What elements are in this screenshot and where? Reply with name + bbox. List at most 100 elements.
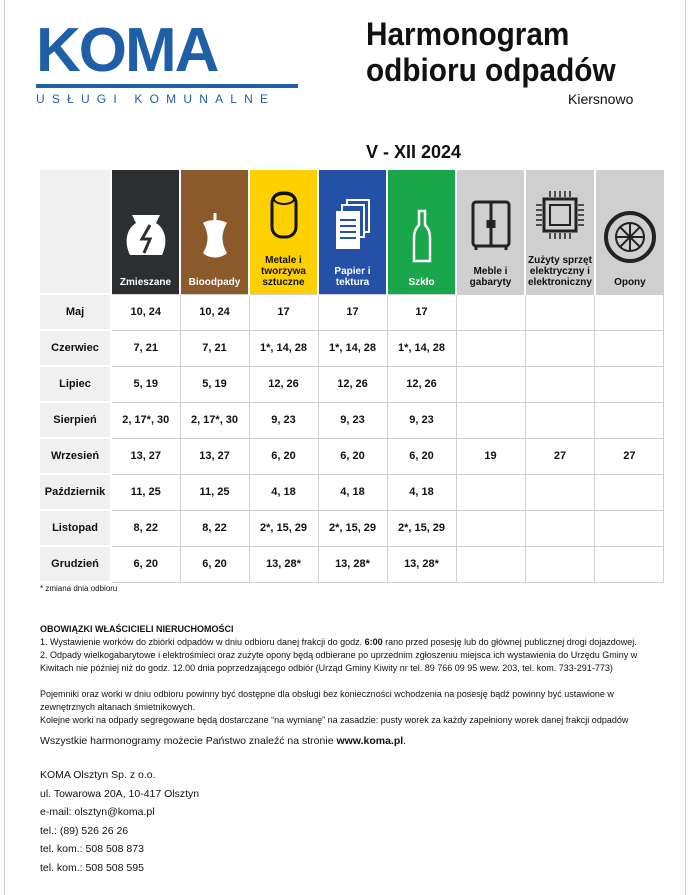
pickup-dates: 17 xyxy=(386,293,457,331)
pickup-dates: 13, 28* xyxy=(386,545,457,583)
chip-icon xyxy=(535,190,584,239)
pickup-dates xyxy=(455,401,526,439)
pickup-dates: 2, 17*, 30 xyxy=(110,401,181,439)
column-header: Opony xyxy=(593,170,664,294)
pickup-dates: 10, 24 xyxy=(179,293,250,331)
pickup-dates xyxy=(455,365,526,403)
pickup-dates: 11, 25 xyxy=(179,473,250,511)
contact-line: tel. kom.: 508 508 873 xyxy=(40,843,144,855)
pickup-dates: 2, 17*, 30 xyxy=(179,401,250,439)
table-row: Maj 10, 24 10, 24 17 17 17 xyxy=(38,293,665,331)
pickup-dates: 17 xyxy=(248,293,319,331)
column-header: Zużyty sprzęt elektryczny i elektroniczn… xyxy=(524,170,595,294)
pickup-dates xyxy=(594,401,665,439)
pickup-dates: 13, 28* xyxy=(317,545,388,583)
documents-icon xyxy=(335,198,370,249)
pickup-dates: 11, 25 xyxy=(110,473,181,511)
website-note: Wszystkie harmonogramy możecie Państwo z… xyxy=(40,735,407,747)
contact-line: ul. Towarowa 20A, 10-417 Olsztyn xyxy=(40,787,200,800)
month-label: Listopad xyxy=(38,509,112,547)
pickup-dates xyxy=(455,545,526,583)
pickup-dates xyxy=(594,293,665,331)
corner-cell xyxy=(38,170,111,294)
title-line-2: odbioru odpadów xyxy=(366,52,616,88)
contact-line: KOMA Olsztyn Sp. z o.o. xyxy=(40,769,156,781)
pickup-dates: 6, 20 xyxy=(110,545,181,583)
location: Kiersnowo xyxy=(568,91,634,107)
pickup-dates xyxy=(524,401,596,439)
pickup-dates xyxy=(455,329,526,367)
month-label: Sierpień xyxy=(38,401,112,439)
column-header: Zmieszane xyxy=(110,170,180,294)
pickup-dates: 27 xyxy=(594,437,665,475)
pickup-dates xyxy=(524,293,596,331)
info-p1: 1. Wystawienie worków do zbiórki odpadów… xyxy=(40,637,637,647)
website-link[interactable]: www.koma.pl xyxy=(336,735,404,747)
pickup-dates: 2*, 15, 29 xyxy=(386,509,457,547)
pickup-dates xyxy=(524,329,596,367)
pickup-dates: 19 xyxy=(455,437,526,475)
pickup-dates: 1*, 14, 28 xyxy=(248,329,319,367)
pickup-dates: 2*, 15, 29 xyxy=(317,509,388,547)
table-row: Sierpień 2, 17*, 30 2, 17*, 30 9, 23 9, 23 9,… xyxy=(38,401,665,439)
column-label: Zmieszane xyxy=(119,276,172,288)
pickup-dates: 1*, 14, 28 xyxy=(317,329,388,367)
pickup-dates xyxy=(594,545,665,583)
pickup-dates xyxy=(455,473,526,511)
pickup-dates: 7, 21 xyxy=(110,329,181,367)
table-row: Listopad 8, 22 8, 22 2*, 15, 29 2*, 15, 29 2*… xyxy=(38,509,665,547)
month-label: Wrzesień xyxy=(38,437,112,475)
pickup-dates xyxy=(594,473,665,511)
month-label: Maj xyxy=(38,293,112,331)
month-label: Październik xyxy=(38,473,112,511)
column-label: Bioodpady xyxy=(188,276,241,288)
title-line-1: Harmonogram xyxy=(366,16,570,52)
month-label: Grudzień xyxy=(38,545,112,583)
pickup-dates xyxy=(524,473,596,511)
tire-icon xyxy=(603,210,656,263)
contact-line: e-mail: olsztyn@koma.pl xyxy=(40,806,155,818)
pickup-dates: 6, 20 xyxy=(179,545,250,583)
pickup-dates: 10, 24 xyxy=(110,293,181,331)
logo-bar xyxy=(36,84,298,88)
pickup-dates xyxy=(455,293,526,331)
pickup-dates: 17 xyxy=(317,293,388,331)
contact-line: tel.: (89) 526 26 26 xyxy=(40,824,129,837)
column-label: Metale i tworzywa sztuczne xyxy=(260,254,306,288)
pickup-dates: 1*, 14, 28 xyxy=(386,329,457,367)
pickup-dates xyxy=(455,509,526,547)
info-p4: Kolejne worki na odpady segregowane będą… xyxy=(40,715,629,725)
pickup-dates: 6, 20 xyxy=(248,437,319,475)
pickup-dates: 4, 18 xyxy=(386,473,457,511)
broken-jar-icon xyxy=(126,214,165,255)
column-header: Metale i tworzywa sztuczne xyxy=(248,170,318,294)
pickup-dates: 2*, 15, 29 xyxy=(248,509,319,547)
info-p2: 2. Odpady wielkogabarytowe i elektrośmie… xyxy=(40,650,638,673)
apple-core-icon xyxy=(202,212,227,257)
table-row: Czerwiec 7, 21 7, 21 1*, 14, 28 1*, 14, 28 1*… xyxy=(38,329,665,367)
pickup-dates: 12, 26 xyxy=(386,365,457,403)
pickup-dates: 13, 27 xyxy=(110,437,181,475)
pickup-dates: 12, 26 xyxy=(317,365,388,403)
bottle-icon xyxy=(412,209,431,262)
pickup-dates: 27 xyxy=(524,437,596,475)
info-p3: Pojemniki oraz worki w dniu odbioru powi… xyxy=(40,689,614,712)
column-header: Meble i gabaryty xyxy=(455,170,525,294)
pickup-dates: 6, 20 xyxy=(317,437,388,475)
pickup-dates: 6, 20 xyxy=(386,437,457,475)
column-header: Bioodpady xyxy=(179,170,249,294)
pickup-dates: 9, 23 xyxy=(386,401,457,439)
pickup-dates: 7, 21 xyxy=(179,329,250,367)
table-row: Grudzień 6, 20 6, 20 13, 28* 13, 28* 13, 28* xyxy=(38,545,665,583)
info-heading: OBOWIĄZKI WŁAŚCICIELI NIERUCHOMOŚCI xyxy=(40,624,234,634)
month-label: Czerwiec xyxy=(38,329,112,367)
column-label: Opony xyxy=(614,276,646,288)
pickup-dates: 9, 23 xyxy=(248,401,319,439)
info-section: OBOWIĄZKI WŁAŚCICIELI NIERUCHOMOŚCI 1. W… xyxy=(40,623,660,877)
table-row: Lipiec 5, 19 5, 19 12, 26 12, 26 12, 26 xyxy=(38,365,665,403)
pickup-dates xyxy=(594,365,665,403)
table-row: Wrzesień 13, 27 13, 27 6, 20 6, 20 6, 20 19 27 2… xyxy=(38,437,665,475)
pickup-dates: 9, 23 xyxy=(317,401,388,439)
pickup-dates: 4, 18 xyxy=(248,473,319,511)
pickup-dates: 13, 28* xyxy=(248,545,319,583)
